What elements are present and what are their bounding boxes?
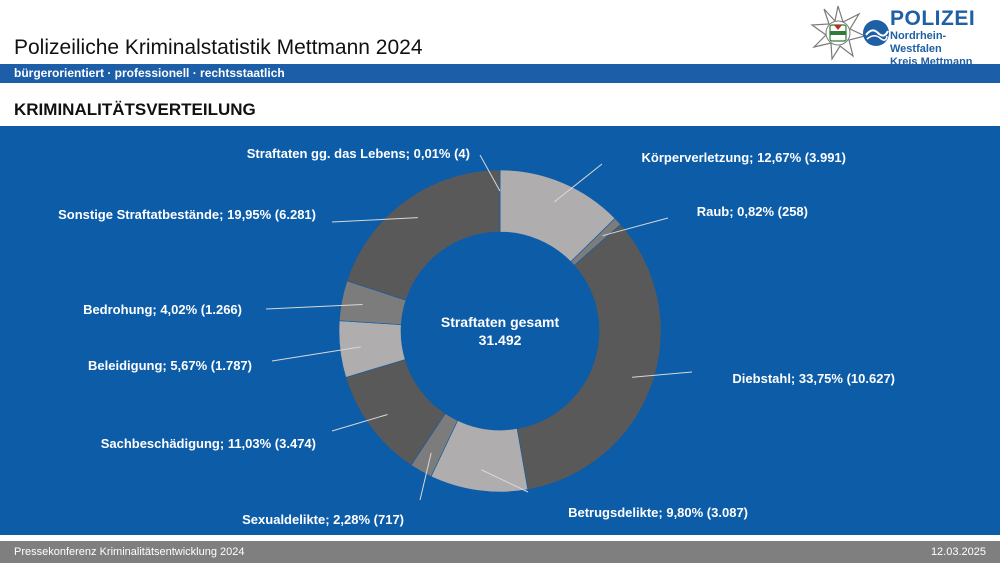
leader-line-7 — [271, 346, 361, 362]
leader-line-6 — [331, 413, 388, 432]
donut-chart: Körperverletzung; 12,67% (3.991) Raub; 0,… — [58, 146, 895, 527]
leader-line-4 — [481, 469, 529, 493]
slice-label-1: Körperverletzung; 12,67% (3.991) — [642, 150, 846, 165]
logo-main-text: POLIZEI — [890, 7, 976, 30]
section-title: KRIMINALITÄTSVERTEILUNG — [14, 100, 256, 119]
slice-label-10: Straftaten gg. das Lebens; 0,01% (4) — [247, 146, 470, 161]
leader-line-8 — [265, 304, 363, 310]
police-logo: POLIZEI Nordrhein-Westfalen Kreis Mettma… — [806, 4, 996, 68]
leader-line-5 — [419, 452, 432, 501]
footer-event: Pressekonferenz Kriminalitätsentwicklung… — [14, 546, 245, 558]
leader-line-1 — [553, 163, 603, 203]
slice-label-8: Bedrohung; 4,02% (1.266) — [83, 302, 242, 317]
leader-line-10 — [479, 154, 501, 192]
slice-label-9: Sonstige Straftatbestände; 19,95% (6.281… — [58, 207, 316, 222]
tagline-bar: bürgerorientiert · professionell · recht… — [0, 64, 1000, 83]
leader-line-2 — [602, 217, 669, 237]
donut-slice-3 — [516, 224, 662, 490]
leader-line-9 — [331, 217, 418, 223]
chart-panel: Körperverletzung; 12,67% (3.991) Raub; 0,… — [0, 126, 1000, 535]
slice-label-5: Sexualdelikte; 2,28% (717) — [242, 512, 404, 527]
police-star-icon — [810, 5, 867, 61]
center-label: Straftaten gesamt — [441, 314, 560, 330]
center-value: 31.492 — [479, 332, 522, 348]
logo-sub-text-1: Nordrhein-Westfalen — [890, 30, 947, 55]
slice-label-2: Raub; 0,82% (258) — [697, 204, 808, 219]
leader-line-3 — [632, 371, 693, 378]
nrw-emblem-icon — [863, 20, 889, 46]
donut-slice-9 — [346, 169, 501, 301]
slice-label-6: Sachbeschädigung; 11,03% (3.474) — [101, 436, 316, 451]
slice-label-7: Beleidigung; 5,67% (1.787) — [88, 358, 252, 373]
footer-date: 12.03.2025 — [930, 546, 986, 558]
slice-label-3: Diebstahl; 33,75% (10.627) — [732, 371, 895, 386]
footer-bar: Pressekonferenz Kriminalitätsentwicklung… — [0, 541, 1000, 563]
page-title: Polizeiliche Kriminalstatistik Mettmann … — [14, 36, 423, 59]
slice-label-4: Betrugsdelikte; 9,80% (3.087) — [568, 505, 748, 520]
